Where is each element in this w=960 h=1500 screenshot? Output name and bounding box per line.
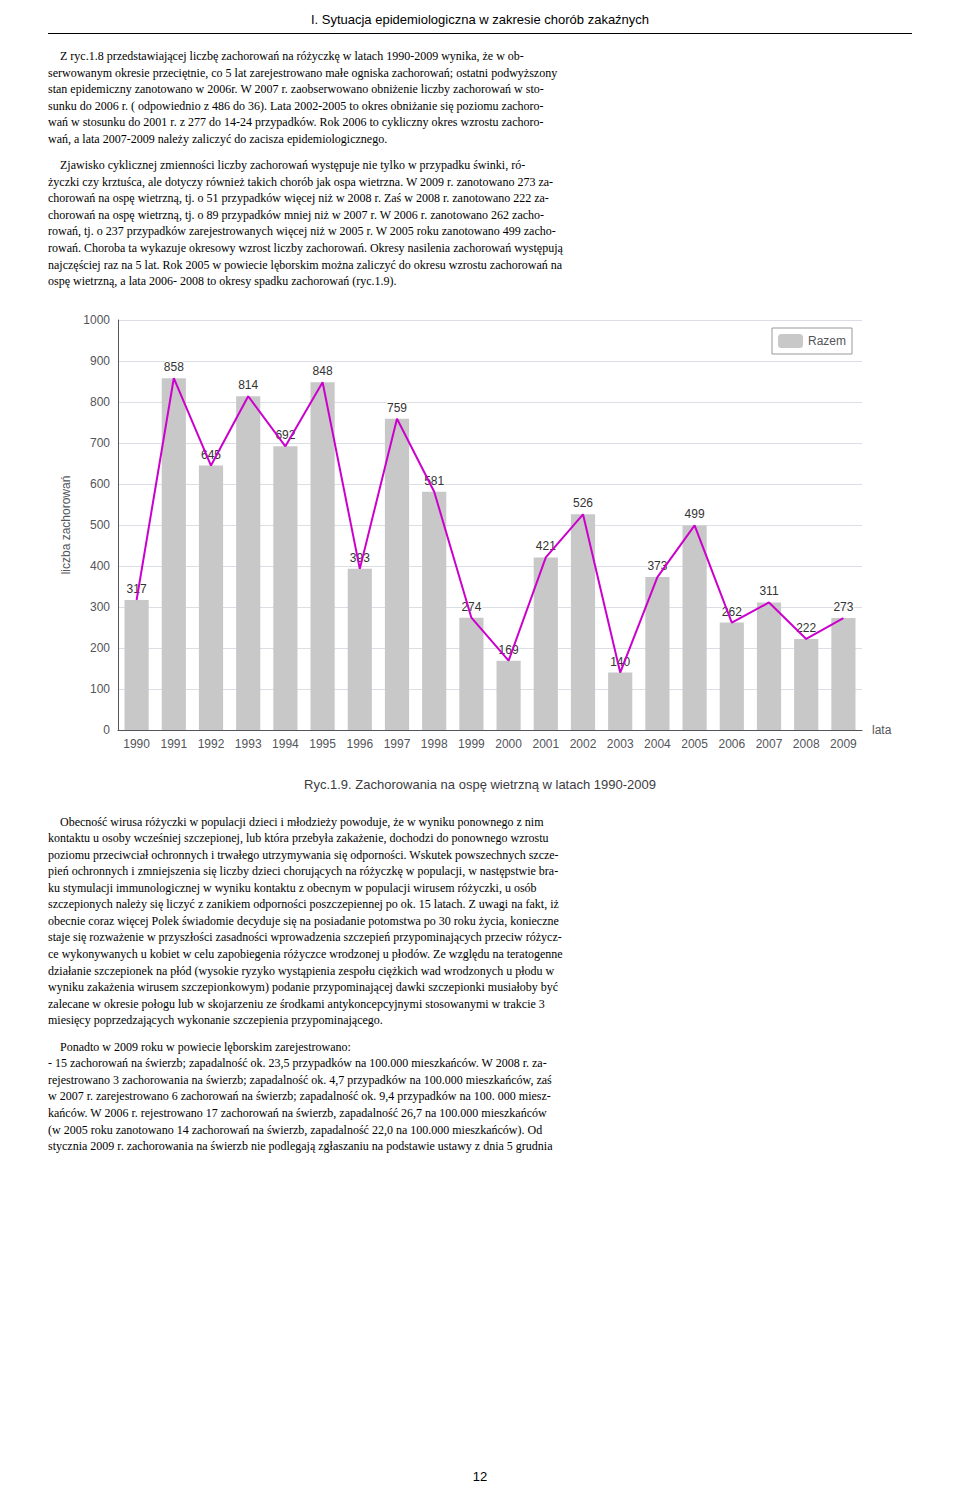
svg-text:692: 692 bbox=[275, 427, 296, 442]
svg-text:400: 400 bbox=[90, 559, 110, 573]
html-text:Obecność wirusa różyczki w pop: Obecność wirusa różyczki w populacji dzi… bbox=[48, 814, 563, 1028]
svg-text:2006: 2006 bbox=[718, 737, 745, 751]
svg-text:1993: 1993 bbox=[235, 737, 262, 751]
svg-text:2003: 2003 bbox=[607, 737, 634, 751]
svg-text:2004: 2004 bbox=[644, 737, 671, 751]
svg-text:2000: 2000 bbox=[495, 737, 522, 751]
svg-text:1997: 1997 bbox=[384, 737, 411, 751]
svg-text:499: 499 bbox=[685, 507, 705, 521]
svg-text:222: 222 bbox=[796, 620, 817, 635]
svg-text:900: 900 bbox=[90, 354, 110, 368]
svg-text:526: 526 bbox=[573, 496, 593, 510]
svg-text:0: 0 bbox=[103, 723, 110, 737]
svg-text:2009: 2009 bbox=[830, 737, 857, 751]
svg-text:1991: 1991 bbox=[160, 737, 187, 751]
svg-text:2005: 2005 bbox=[681, 737, 708, 751]
svg-text:759: 759 bbox=[387, 400, 407, 414]
svg-text:1994: 1994 bbox=[272, 737, 299, 751]
html-text:Ponadto w 2009 roku w powiecie: Ponadto w 2009 roku w powiecie lęborskim… bbox=[48, 1039, 553, 1153]
svg-text:274: 274 bbox=[461, 599, 481, 613]
html-text:Zjawisko cyklicznej zmienności: Zjawisko cyklicznej zmienności liczby za… bbox=[48, 158, 563, 289]
svg-text:814: 814 bbox=[238, 378, 258, 392]
svg-text:300: 300 bbox=[90, 600, 110, 614]
svg-text:2008: 2008 bbox=[793, 737, 820, 751]
svg-text:262: 262 bbox=[721, 604, 742, 619]
svg-text:169: 169 bbox=[499, 642, 519, 656]
svg-text:581: 581 bbox=[424, 473, 444, 487]
svg-text:800: 800 bbox=[90, 395, 110, 409]
svg-text:421: 421 bbox=[536, 539, 556, 553]
svg-text:1995: 1995 bbox=[309, 737, 336, 751]
svg-text:1990: 1990 bbox=[123, 737, 150, 751]
svg-text:273: 273 bbox=[833, 600, 853, 614]
svg-text:Razem: Razem bbox=[808, 334, 846, 348]
svg-text:1999: 1999 bbox=[458, 737, 485, 751]
svg-text:1992: 1992 bbox=[198, 737, 225, 751]
svg-text:373: 373 bbox=[647, 558, 668, 573]
svg-text:1996: 1996 bbox=[346, 737, 373, 751]
svg-text:311: 311 bbox=[759, 584, 778, 598]
svg-text:lata: lata bbox=[872, 723, 892, 737]
svg-text:140: 140 bbox=[610, 654, 630, 668]
html-text:12: 12 bbox=[472, 1469, 488, 1484]
svg-text:1998: 1998 bbox=[421, 737, 448, 751]
svg-text:liczba zachorowań: liczba zachorowań bbox=[59, 475, 73, 574]
svg-text:1000: 1000 bbox=[83, 313, 110, 327]
svg-text:848: 848 bbox=[313, 364, 333, 378]
html-text:Z ryc.1.8 przedstawiającej lic: Z ryc.1.8 przedstawiającej liczbę zachor… bbox=[48, 49, 558, 146]
svg-text:100: 100 bbox=[90, 682, 110, 696]
svg-text:600: 600 bbox=[90, 477, 110, 491]
svg-text:317: 317 bbox=[126, 581, 147, 596]
html-text:I. Sytuacja epidemiologiczna w: I. Sytuacja epidemiologiczna w zakresie … bbox=[310, 12, 650, 27]
svg-text:700: 700 bbox=[90, 436, 110, 450]
svg-text:858: 858 bbox=[164, 360, 184, 374]
svg-text:Ryc.1.9. Zachorowania na ospę: Ryc.1.9. Zachorowania na ospę wietrzną w… bbox=[304, 777, 656, 792]
svg-text:645: 645 bbox=[201, 447, 221, 462]
svg-text:2001: 2001 bbox=[532, 737, 559, 751]
svg-text:393: 393 bbox=[350, 551, 370, 565]
svg-text:200: 200 bbox=[90, 641, 110, 655]
svg-text:2002: 2002 bbox=[570, 737, 597, 751]
svg-text:2007: 2007 bbox=[756, 737, 783, 751]
svg-text:500: 500 bbox=[90, 518, 110, 532]
